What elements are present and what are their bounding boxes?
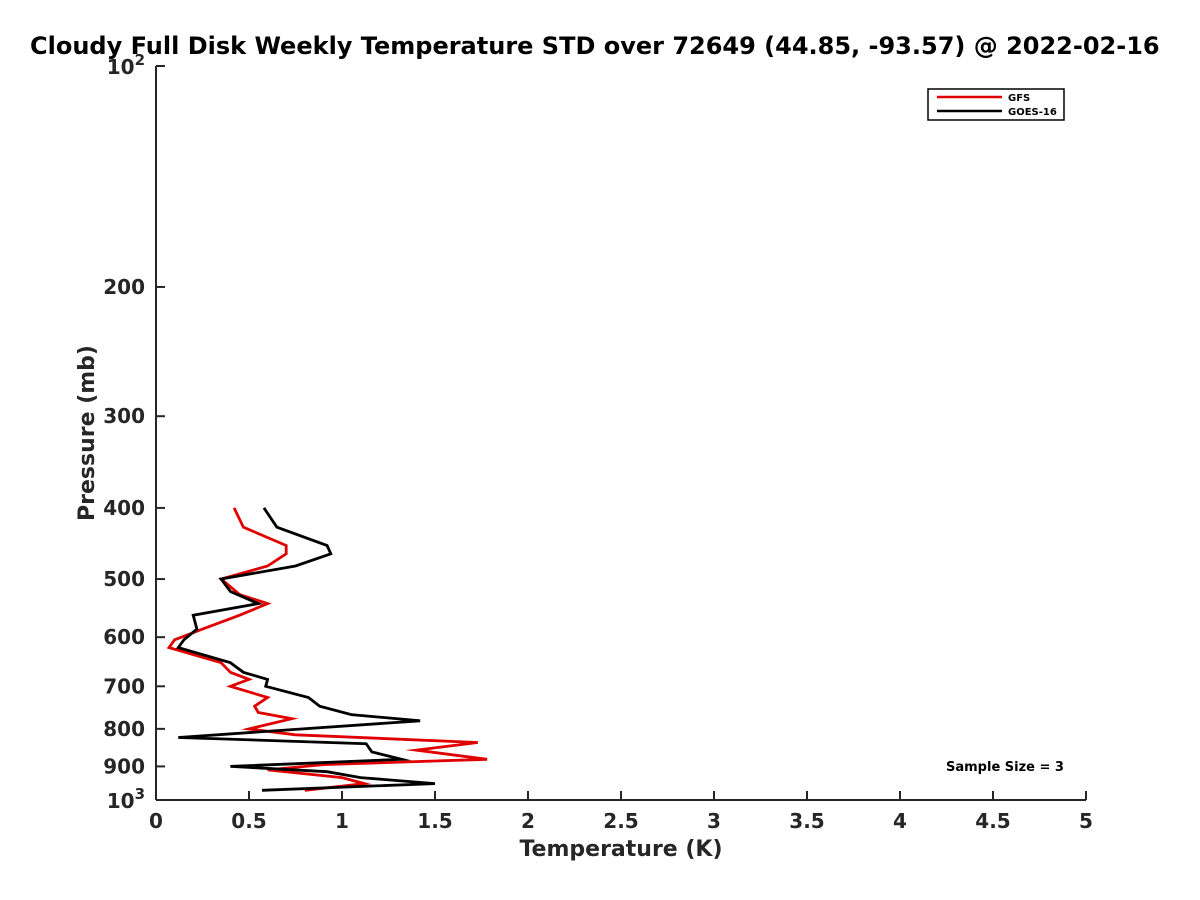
legend-label-gfs: GFS — [1008, 93, 1030, 104]
y-tick-label: 400 — [103, 496, 145, 520]
legend-box — [927, 88, 1065, 121]
series-group — [166, 507, 488, 792]
axes — [155, 66, 1086, 801]
x-tick-label: 0 — [149, 809, 163, 833]
y-tick-label: 300 — [103, 404, 145, 428]
y-tick-label: 800 — [103, 717, 145, 741]
x-tick-label: 1.5 — [417, 809, 452, 833]
y-tick-label: 600 — [103, 625, 145, 649]
x-axis-label: Temperature (K) — [519, 837, 722, 862]
y-tick-label: 900 — [103, 754, 145, 778]
y-axis-label: Pressure (mb) — [75, 345, 100, 521]
x-tick-label: 4 — [893, 809, 907, 833]
x-tick-label: 3.5 — [789, 809, 824, 833]
y-tick-label-exponent: 2 — [135, 51, 145, 69]
x-tick-label: 5 — [1079, 809, 1093, 833]
y-tick-label-base: 10 — [107, 789, 135, 813]
y-tick-label: 700 — [103, 674, 145, 698]
x-tick-label: 2.5 — [603, 809, 638, 833]
x-tick-label: 2 — [521, 809, 535, 833]
chart-title: Cloudy Full Disk Weekly Temperature STD … — [30, 32, 1160, 60]
legend-label-goes16: GOES-16 — [1008, 107, 1057, 118]
sample-size-annotation: Sample Size = 3 — [946, 760, 1064, 775]
y-tick-label-exponent: 3 — [135, 785, 145, 803]
series-line-goes-16 — [176, 507, 436, 792]
legend: GFS GOES-16 — [927, 88, 1065, 121]
x-ticks: 0 0.5 1 1.5 2 2.5 3 3.5 4 4.5 5 — [149, 791, 1093, 833]
y-tick-label: 500 — [103, 567, 145, 591]
y-tick-label-base: 10 — [107, 55, 135, 79]
y-tick-label: 102 — [107, 51, 145, 79]
y-tick-label: 103 — [107, 785, 145, 813]
x-tick-label: 0.5 — [231, 809, 266, 833]
x-tick-label: 3 — [707, 809, 721, 833]
x-tick-label: 4.5 — [975, 809, 1010, 833]
y-tick-label: 200 — [103, 275, 145, 299]
x-tick-label: 1 — [335, 809, 349, 833]
